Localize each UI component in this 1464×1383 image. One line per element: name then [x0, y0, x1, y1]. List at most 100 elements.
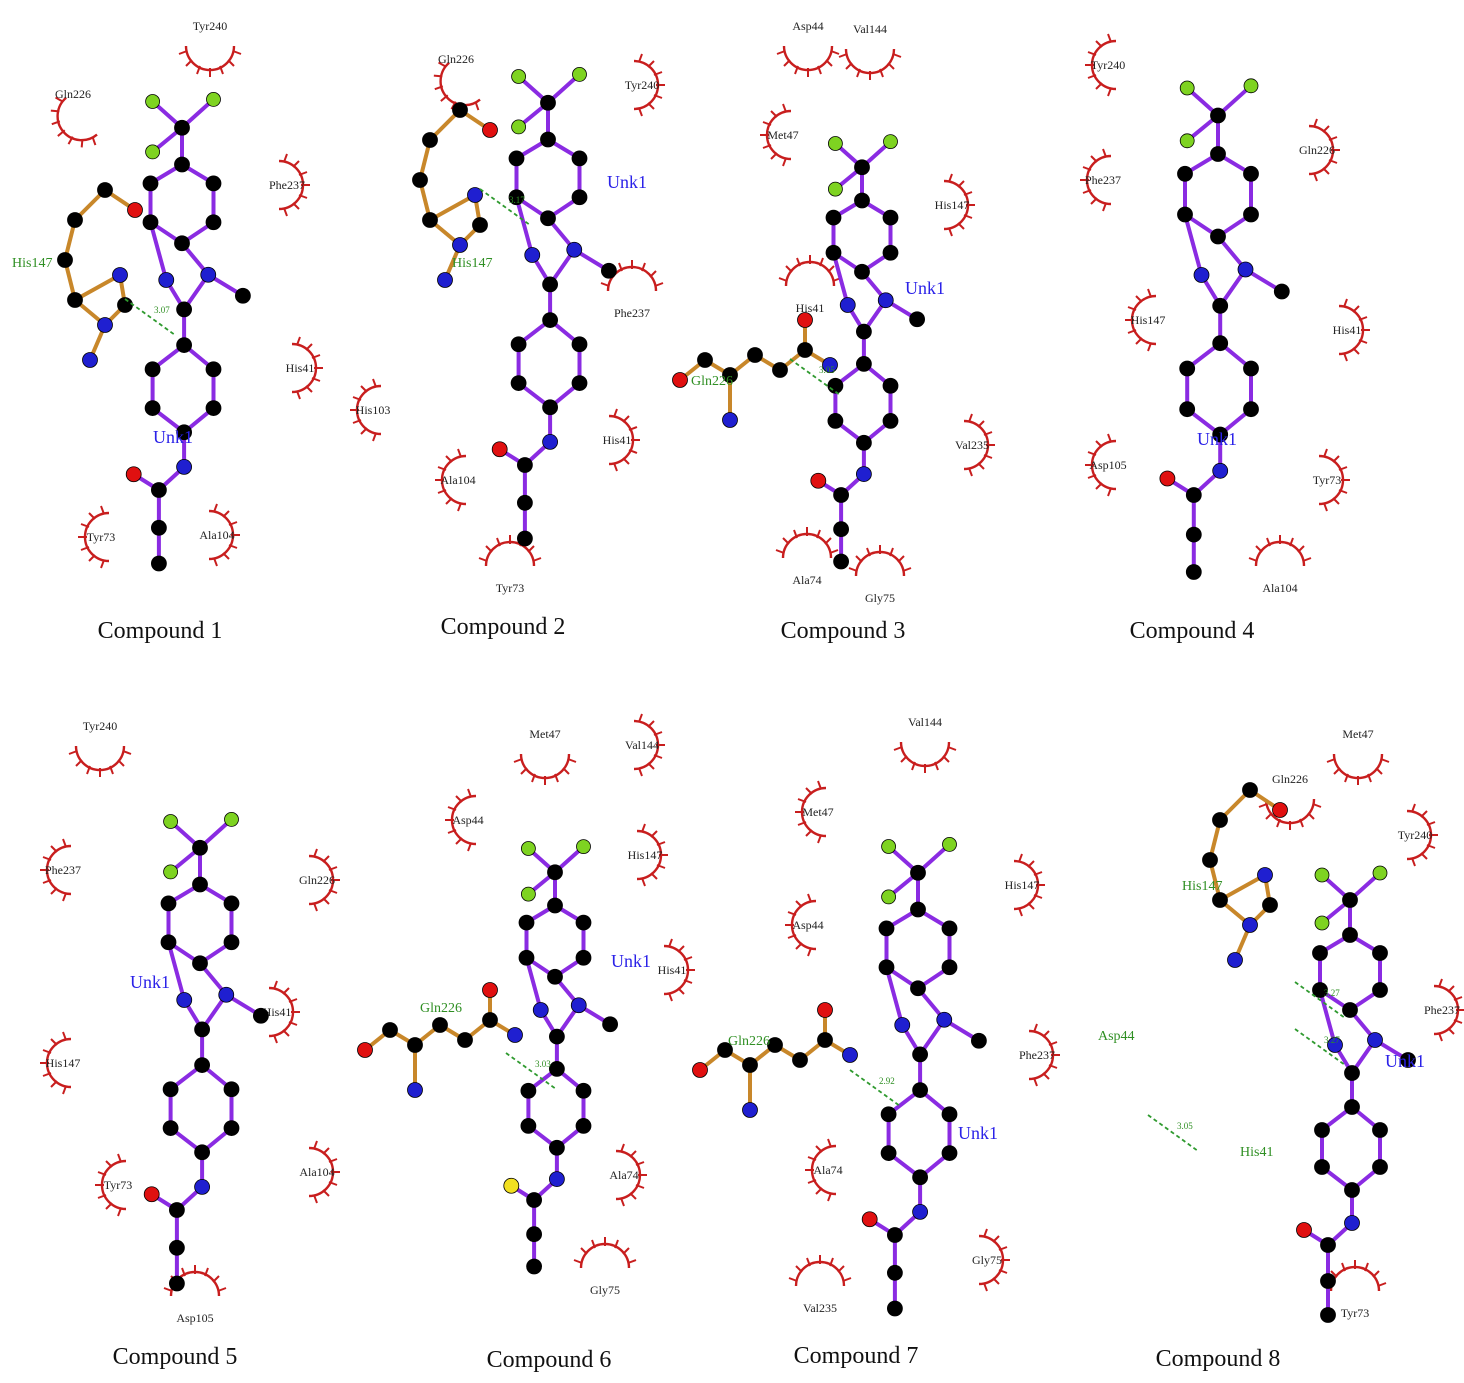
hbond-residue-label: His147: [1182, 879, 1222, 894]
hbond-distance-label: 3.27: [1324, 988, 1340, 998]
carbon-atom: [722, 367, 738, 383]
nitrogen-atom: [524, 247, 541, 263]
carbon-atom: [1212, 892, 1228, 908]
residue-label: Tyr240: [625, 78, 660, 92]
nitrogen-atom: [842, 1047, 858, 1063]
carbon-atom: [1212, 297, 1229, 314]
residue-label: His41: [603, 433, 632, 447]
nitrogen-atom: [82, 352, 98, 368]
oxygen-atom: [482, 122, 498, 138]
carbon-atom: [223, 1120, 240, 1136]
oxygen-atom: [797, 312, 813, 328]
hydrophobic-contact-arc: [847, 543, 913, 578]
carbon-atom: [192, 955, 208, 972]
fluorine-atom: [572, 67, 587, 82]
carbon-atom: [142, 214, 159, 231]
carbon-atom: [144, 361, 161, 378]
residue-label: Ala104: [440, 473, 475, 487]
nitrogen-atom: [722, 412, 738, 428]
carbon-atom: [1273, 283, 1290, 300]
bond: [73, 273, 122, 302]
carbon-atom: [912, 1082, 928, 1098]
residue-label: Tyr240: [193, 19, 228, 33]
residue-label: Asp44: [452, 813, 483, 827]
carbon-atom: [1342, 927, 1358, 943]
fluorine-atom: [1179, 80, 1195, 96]
hydrophobic-contact-arc: [572, 1235, 638, 1270]
nitrogen-atom: [1237, 261, 1254, 278]
residue-label: Val235: [955, 438, 989, 452]
carbon-atom: [205, 175, 222, 192]
nitrogen-atom: [542, 433, 558, 450]
carbon-atom: [575, 1118, 592, 1134]
nitrogen-atom: [856, 466, 872, 483]
residue-label: His41: [1333, 323, 1362, 337]
carbon-atom: [1212, 335, 1229, 352]
fluorine-atom: [942, 837, 957, 852]
bond: [884, 965, 905, 1027]
residue-label: Phe237: [1085, 173, 1121, 187]
residue-label: Val144: [625, 738, 659, 752]
hbond-residue-label: Gln226: [691, 374, 733, 389]
carbon-atom: [472, 217, 488, 233]
carbon-atom: [941, 1145, 958, 1161]
carbon-atom: [1342, 1002, 1358, 1018]
carbon-atom: [518, 914, 535, 931]
panels: Tyr240 Gln226 Phe237 His41 Tyr73 Ala104 3.07 Hi…: [12, 19, 1464, 1373]
nitrogen-atom: [1193, 267, 1210, 283]
oxygen-atom: [692, 1062, 708, 1078]
carbon-atom: [797, 342, 813, 358]
ligand-label: Unk1: [1385, 1051, 1425, 1071]
oxygen-atom: [1272, 802, 1288, 818]
carbon-atom: [526, 1226, 542, 1243]
nitrogen-atom: [1367, 1032, 1383, 1048]
residue-label: Tyr73: [104, 1178, 133, 1192]
carbon-atom: [549, 1028, 565, 1045]
ligand-label: Unk1: [1197, 429, 1237, 449]
carbon-atom: [67, 212, 83, 228]
fluorine-atom: [881, 839, 896, 854]
oxygen-atom: [491, 441, 508, 458]
carbon-atom: [517, 530, 533, 547]
oxygen-atom: [672, 372, 688, 388]
fluorine-atom: [828, 181, 843, 197]
carbon-atom: [882, 244, 899, 261]
carbon-atom: [526, 1258, 542, 1275]
carbon-atom: [540, 94, 556, 111]
residue-label: Phe237: [1019, 1048, 1055, 1062]
residue-label: Gly75: [865, 591, 895, 605]
carbon-atom: [1243, 206, 1259, 223]
hbond-distance-label: 3.07: [154, 305, 170, 315]
residue-label: His41: [658, 963, 687, 977]
nitrogen-atom: [200, 266, 217, 283]
hbond-distance-label: 2.92: [879, 1076, 895, 1086]
carbon-atom: [1314, 1159, 1330, 1175]
compound-panel-5: Tyr240 Phe237 Gln226 His41 His147 Ala104 Tyr73…: [38, 719, 342, 1370]
hbond-distance-label: 3.27: [1324, 1035, 1340, 1045]
carbon-atom: [941, 920, 958, 937]
carbon-atom: [520, 1082, 537, 1099]
hydrogen-bond-line: [1294, 981, 1346, 1019]
oxygen-atom: [127, 202, 143, 218]
carbon-atom: [1320, 1307, 1336, 1323]
carbon-atom: [510, 336, 527, 353]
residue-label: Tyr240: [83, 719, 118, 733]
residue-label: Val144: [908, 715, 942, 729]
carbon-atom: [252, 1007, 269, 1024]
compound-panel-2: Gln226 Tyr240 Phe237 His103 Ala104 His41 Tyr73…: [348, 52, 667, 640]
nitrogen-atom: [194, 1179, 211, 1195]
carbon-atom: [432, 1017, 448, 1033]
nitrogen-atom: [218, 986, 235, 1003]
fluorine-atom: [1314, 867, 1330, 883]
hbond-distance-label: 3.05: [1177, 1121, 1193, 1131]
compound-caption: Compound 3: [781, 618, 906, 644]
nitrogen-atom: [532, 1002, 549, 1018]
carbon-atom: [571, 336, 588, 353]
oxygen-atom: [143, 1186, 160, 1203]
residue-label: Phe237: [45, 863, 81, 877]
carbon-atom: [571, 189, 588, 206]
carbon-atom: [1242, 782, 1258, 798]
hbond-residue-label: Asp44: [1098, 1029, 1135, 1044]
carbon-atom: [825, 244, 842, 261]
hydrogen-bond-line: [789, 358, 841, 396]
